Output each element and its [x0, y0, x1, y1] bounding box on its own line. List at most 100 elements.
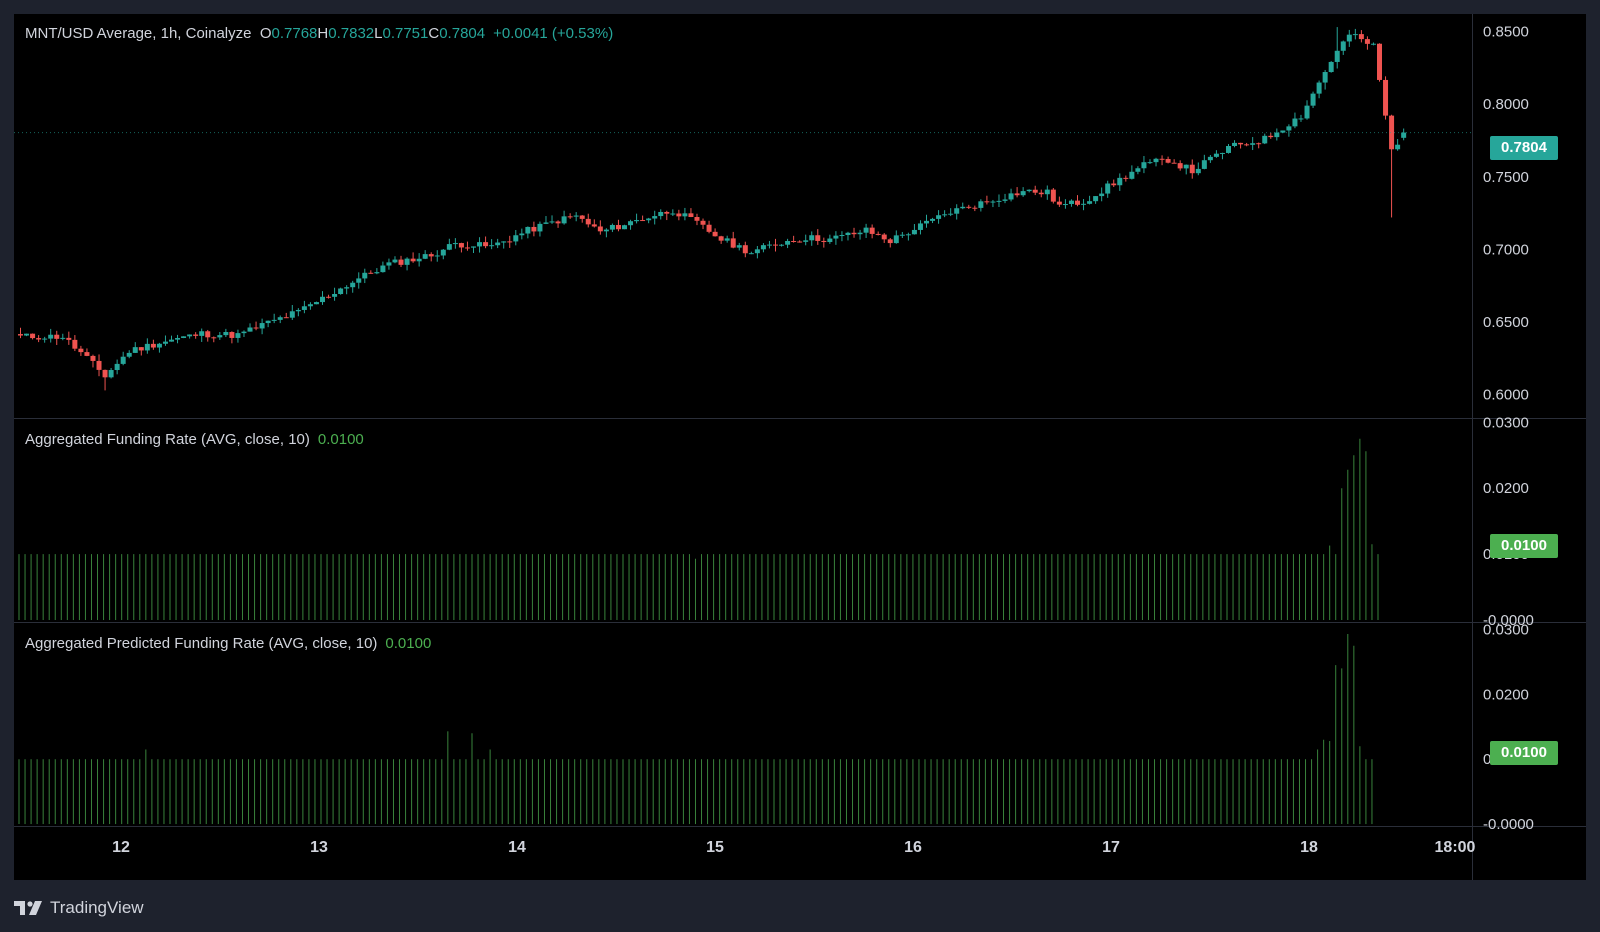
candle-body [646, 218, 652, 221]
candle-body [948, 213, 954, 215]
candle-body [320, 296, 325, 303]
candle-body [181, 336, 187, 339]
candle-body [628, 221, 634, 226]
candle-body [338, 288, 344, 295]
candle-body [458, 243, 464, 248]
candle-body [712, 231, 718, 237]
candle-body [440, 249, 446, 256]
candle-body [688, 213, 694, 217]
candle-body [869, 227, 875, 234]
close-key: C [428, 25, 440, 42]
candle-body [380, 265, 386, 273]
candle-body [561, 216, 567, 224]
candle-body [634, 220, 640, 222]
candle-body [1298, 118, 1304, 120]
candle-body [664, 211, 670, 214]
candle-body [84, 352, 90, 356]
candle-body [1358, 34, 1364, 40]
time-axis-tick: 16 [904, 839, 922, 856]
candle-body [996, 200, 1002, 202]
candle-body [821, 240, 827, 242]
candle-body [978, 201, 984, 208]
candle-body [326, 296, 332, 298]
candle-body [362, 272, 368, 279]
candle-body [513, 235, 519, 242]
candle-body [211, 337, 217, 339]
candle-body [90, 355, 96, 361]
candle-body [1062, 204, 1068, 206]
candle-body [42, 338, 48, 340]
candle-body [144, 343, 150, 351]
candle-body [924, 220, 929, 224]
candle-body [833, 235, 839, 239]
candle-body [1389, 115, 1395, 150]
high-key: H [317, 25, 329, 42]
candle-body [187, 334, 193, 337]
price-axis-tick: 0.8500 [1483, 23, 1529, 40]
candle-body [785, 240, 791, 245]
candle-body [893, 235, 899, 244]
candle-body [791, 240, 797, 242]
candle-body [670, 213, 676, 215]
candle-body [1081, 203, 1087, 205]
price-axis-tick: 0.6000 [1483, 387, 1529, 404]
candle-body [120, 356, 126, 364]
candle-body [1401, 132, 1407, 138]
candle-body [1026, 189, 1032, 192]
candle-body [591, 224, 597, 227]
candle-body [223, 332, 229, 336]
candle-body [579, 215, 585, 219]
candle-body [1111, 183, 1117, 186]
candle-body [748, 253, 754, 255]
candle-body [887, 239, 893, 244]
candle-body [766, 244, 772, 246]
candle-body [1075, 200, 1080, 205]
candle-body [718, 236, 724, 241]
candle-body [386, 262, 392, 266]
low-key: L [374, 25, 383, 42]
change-value: +0.0041 (+0.53%) [493, 25, 614, 42]
candle-body [1183, 164, 1189, 169]
candle-body [1226, 145, 1231, 153]
candle-body [1334, 50, 1340, 62]
candle-body [960, 206, 966, 209]
candle-body [507, 241, 513, 243]
candle-body [1056, 201, 1062, 205]
candle-body [1346, 34, 1352, 42]
candle-body [658, 211, 664, 217]
candle-body [1364, 39, 1370, 44]
chart-frame[interactable]: 0.8500 0.8000 0.7500 0.7000 0.6500 0.6000 0.03… [14, 14, 1586, 880]
candle-body [682, 213, 688, 217]
price-axis-tick: 0.7000 [1483, 241, 1529, 258]
candle-body [1316, 82, 1322, 94]
candle-body [72, 339, 78, 349]
candle-body [169, 339, 174, 342]
candle-body [622, 225, 627, 230]
last-price-tag: 0.7804 [1490, 136, 1558, 160]
candle-body [1068, 200, 1074, 205]
candle-body [839, 235, 845, 237]
candle-body [1159, 158, 1165, 160]
candle-body [114, 363, 120, 371]
price-legend: MNT/USD Average, 1h, Coinalyze O0.7768H0… [25, 25, 613, 42]
candle-body [313, 302, 319, 305]
chart-canvas[interactable]: 0.8500 0.8000 0.7500 0.7000 0.6500 0.6000 0.03… [14, 14, 1586, 880]
time-axis-tick: 14 [508, 839, 526, 856]
funding-axis-tick: -0.0000 [1483, 612, 1534, 629]
candle-body [531, 226, 537, 232]
candle-body [1177, 163, 1183, 169]
candle-body [60, 337, 66, 339]
candle-body [1262, 135, 1268, 144]
candle-body [1129, 171, 1135, 179]
candle-body [1304, 105, 1310, 119]
candle-body [66, 337, 72, 340]
candle-body [301, 306, 307, 310]
tradingview-branding[interactable]: TradingView [14, 896, 144, 920]
candle-body [1032, 189, 1038, 193]
candle-body [1201, 160, 1207, 169]
price-axis-tick: 0.8000 [1483, 96, 1529, 113]
candle-body [428, 254, 434, 257]
candle-body [851, 232, 857, 235]
candle-body [736, 245, 742, 248]
candle-body [1395, 144, 1401, 150]
